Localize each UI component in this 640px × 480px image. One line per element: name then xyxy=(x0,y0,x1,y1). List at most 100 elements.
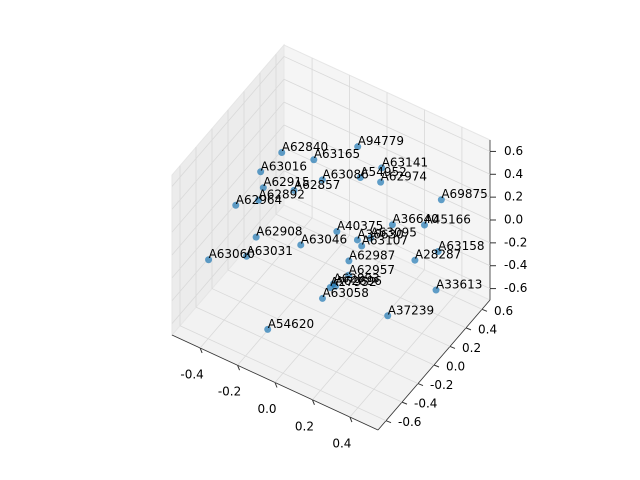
grid-line xyxy=(283,101,491,198)
y-tick-label: 0.6 xyxy=(494,304,513,318)
grid-line xyxy=(275,213,483,310)
point-label: A62974 xyxy=(381,170,427,184)
point-label: A54952 xyxy=(360,165,406,179)
z-tick-label: 0.6 xyxy=(504,144,523,158)
point-label: A40375 xyxy=(337,219,383,233)
grid-line xyxy=(195,306,403,403)
point xyxy=(318,294,326,302)
point xyxy=(358,242,366,250)
point xyxy=(421,221,429,229)
point-label: A33613 xyxy=(436,278,482,292)
z-tick-label: 0.0 xyxy=(504,213,523,227)
point-label: A63165 xyxy=(314,147,360,161)
y-tick-label: 0.4 xyxy=(478,322,497,336)
z-tick-label: 0.2 xyxy=(504,190,523,204)
point xyxy=(254,196,262,204)
x-tick xyxy=(199,347,203,354)
grid-line xyxy=(227,269,435,366)
x-tick-label: 0.2 xyxy=(295,419,314,433)
point xyxy=(333,228,341,236)
y-tick xyxy=(481,308,488,312)
point-label: A62857 xyxy=(294,178,340,192)
point xyxy=(278,149,286,157)
grid-line xyxy=(259,232,467,329)
point-label: A63095 xyxy=(371,225,417,239)
y-tick xyxy=(417,383,424,387)
point-label: A63031 xyxy=(247,244,293,258)
grid-line xyxy=(283,124,491,221)
z-tick-label: -0.2 xyxy=(504,235,527,249)
point xyxy=(377,178,385,186)
point xyxy=(434,247,442,255)
point xyxy=(367,234,375,242)
point xyxy=(345,271,353,279)
grid-line xyxy=(283,170,491,267)
point-label: A62987 xyxy=(349,248,395,262)
x-tick-label: 0.4 xyxy=(332,437,351,451)
point-label: A63016 xyxy=(261,159,307,173)
grid-line xyxy=(283,78,491,175)
point xyxy=(432,286,440,294)
grid-line xyxy=(179,325,387,422)
point-label: A69875 xyxy=(441,187,487,201)
point-label: A28287 xyxy=(415,248,461,262)
point-label: A36640 xyxy=(392,212,438,226)
y-tick-label: 0.2 xyxy=(462,341,481,355)
point xyxy=(297,241,305,249)
y-tick-label: -0.6 xyxy=(398,415,421,429)
grid-line xyxy=(171,79,285,210)
point xyxy=(264,325,272,333)
grid-line xyxy=(171,124,285,256)
y-tick xyxy=(433,364,440,368)
point xyxy=(411,256,419,264)
point-label: A45166 xyxy=(425,213,471,227)
point-label: A62957 xyxy=(349,263,395,277)
point-label: A62964 xyxy=(236,193,282,207)
point xyxy=(232,201,240,209)
point-label: A63058 xyxy=(322,286,368,300)
point-label: A63107 xyxy=(362,234,408,248)
grid-line xyxy=(171,193,285,324)
point-label: A37239 xyxy=(388,303,434,317)
point-label: A63158 xyxy=(438,239,484,253)
point-label: A62915 xyxy=(263,175,309,189)
point xyxy=(259,184,267,192)
x-tick xyxy=(274,382,278,388)
point-label: A62908 xyxy=(256,225,302,239)
point-label: A62892 xyxy=(258,188,304,202)
grid-line xyxy=(243,251,451,347)
z-tick-label: 0.4 xyxy=(504,167,523,181)
point xyxy=(378,164,386,172)
y-tick xyxy=(449,345,456,349)
grid-line xyxy=(171,56,285,187)
point-label: A63046 xyxy=(301,232,347,246)
y-tick xyxy=(465,327,472,331)
point-label: A63141 xyxy=(382,155,428,169)
point xyxy=(353,236,361,244)
point xyxy=(252,233,260,241)
point-label: A54620 xyxy=(268,317,314,331)
x-tick-label: 0.0 xyxy=(257,402,276,416)
point-label: A62840 xyxy=(282,140,328,154)
z-tick-label: -0.6 xyxy=(504,281,527,295)
point xyxy=(290,186,298,194)
point xyxy=(388,221,396,229)
z-tick-label: -0.4 xyxy=(504,258,527,272)
point xyxy=(332,282,340,290)
point xyxy=(318,176,326,184)
point-label: A94779 xyxy=(358,134,404,148)
grid-line xyxy=(283,147,491,244)
x-tick-label: -0.4 xyxy=(180,367,203,381)
point-label: A63060 xyxy=(209,247,255,261)
x-tick-label: -0.2 xyxy=(218,385,241,399)
point xyxy=(205,256,213,264)
grid-line xyxy=(171,147,285,279)
y-tick-label: -0.4 xyxy=(414,397,437,411)
point xyxy=(243,252,251,260)
grid-line xyxy=(283,193,491,289)
y-tick-label: -0.2 xyxy=(430,378,453,392)
y-tick-label: 0.0 xyxy=(446,360,465,374)
point xyxy=(310,156,318,164)
y-tick xyxy=(401,401,408,405)
